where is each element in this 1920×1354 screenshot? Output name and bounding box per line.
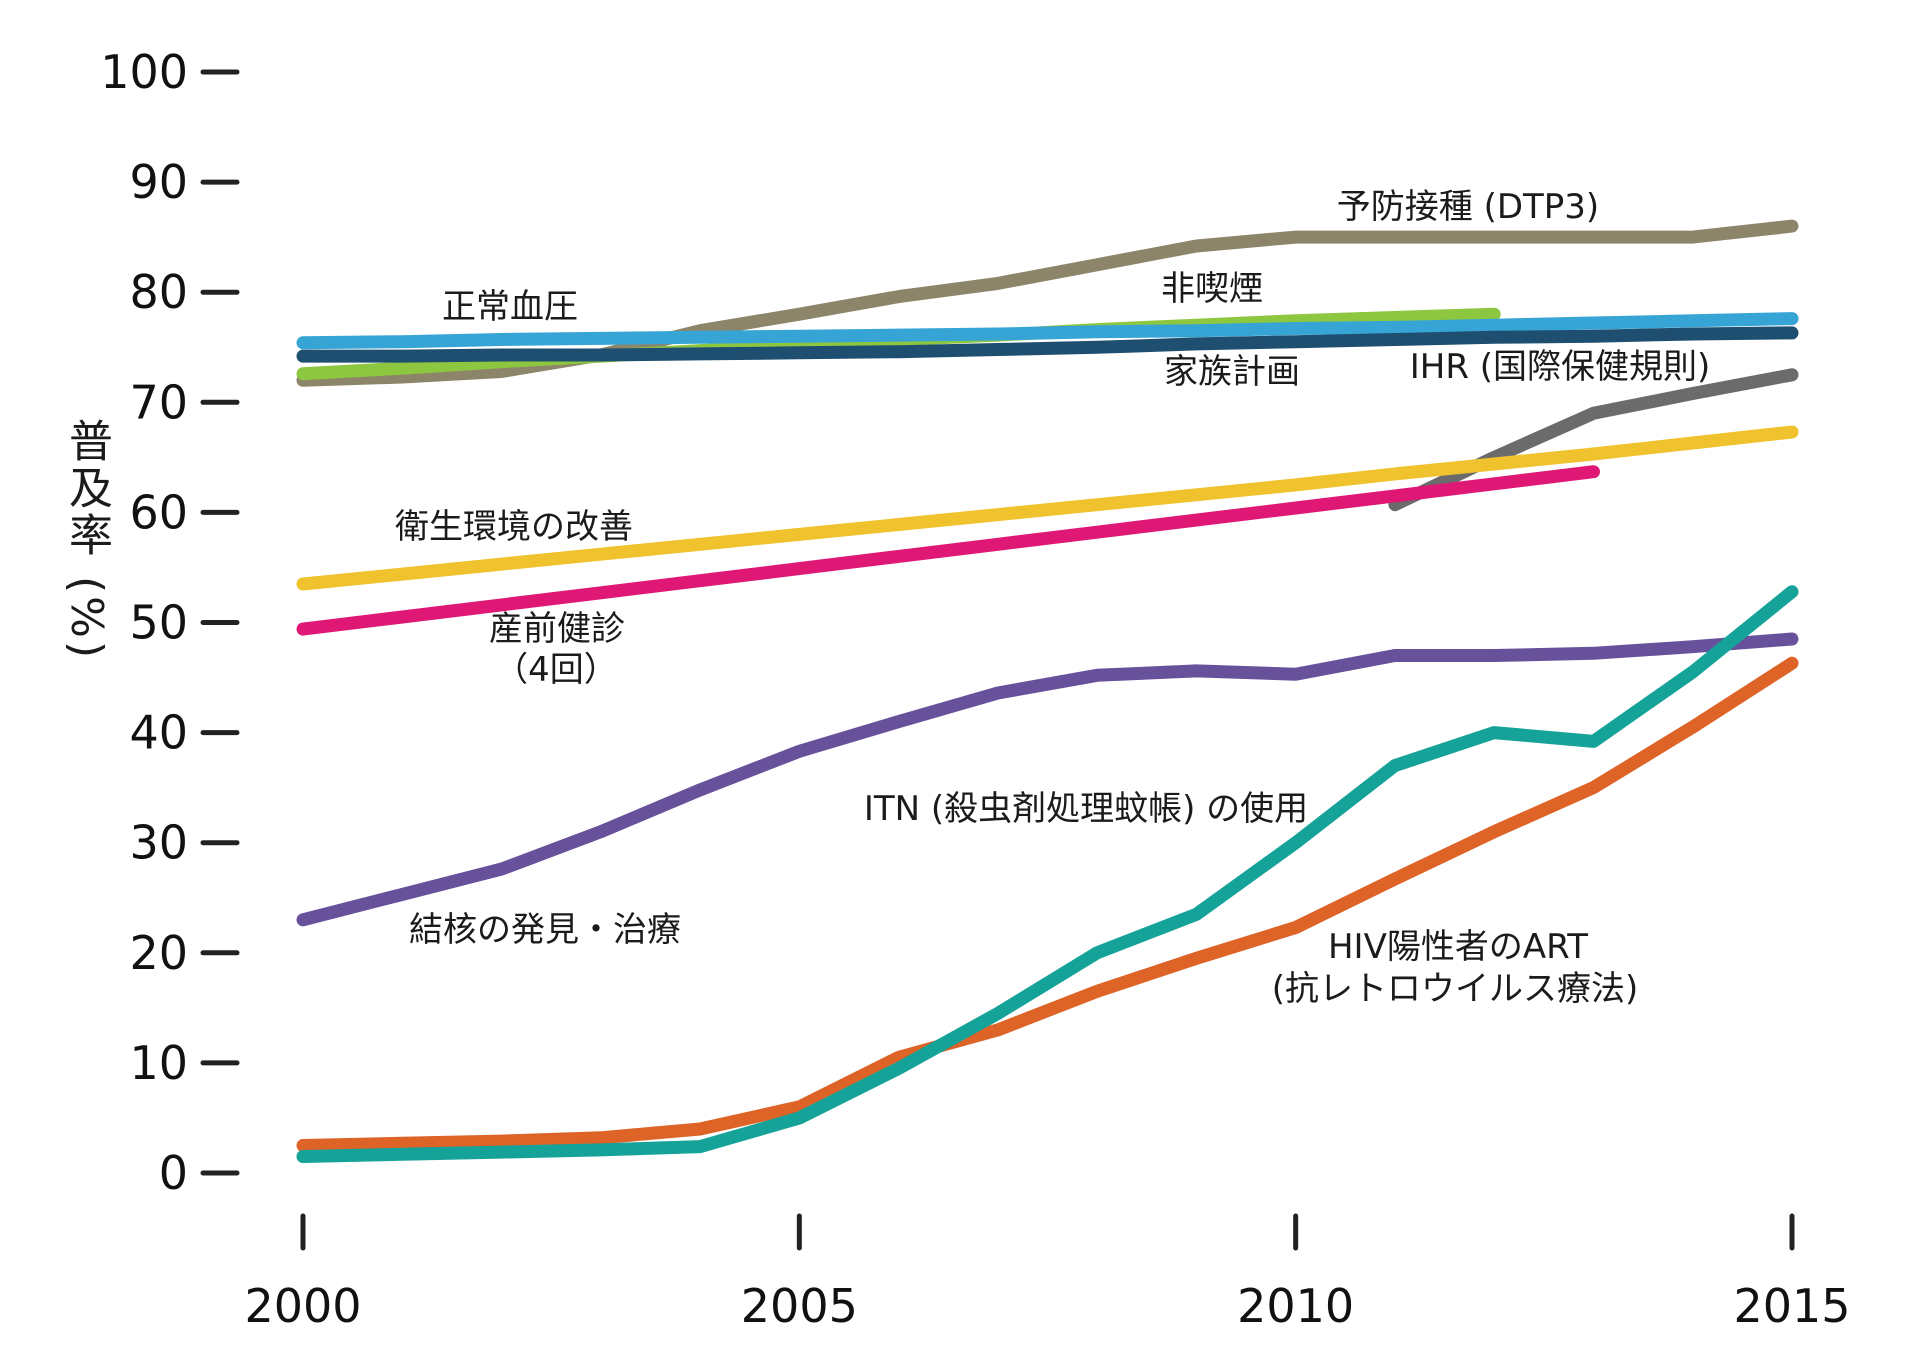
y-tick-label-100: 100 bbox=[100, 45, 188, 99]
series-label-family-planning: 家族計画 bbox=[1164, 352, 1300, 392]
series-label-anc4: 産前健診 bbox=[489, 609, 625, 649]
y-tick-label-10: 10 bbox=[129, 1036, 188, 1090]
y-tick-label-0: 0 bbox=[159, 1146, 188, 1200]
series-line-art bbox=[296, 656, 1799, 1152]
series-line-tb bbox=[296, 632, 1799, 927]
y-tick-label-30: 30 bbox=[129, 816, 188, 870]
series-line-anc4 bbox=[296, 465, 1600, 636]
y-tick-label-50: 50 bbox=[129, 596, 188, 650]
series-line-itn bbox=[296, 585, 1799, 1163]
series-line-normal-bp bbox=[296, 312, 1799, 350]
series-label-ihr: IHR (国際保健規則) bbox=[1410, 347, 1711, 387]
y-tick-label-20: 20 bbox=[129, 926, 188, 980]
series-label-tb: 結核の発見・治療 bbox=[409, 910, 681, 950]
series-label-dtp3: 予防接種 (DTP3) bbox=[1337, 187, 1599, 227]
y-tick-label-60: 60 bbox=[129, 485, 188, 539]
x-tick-label-2015: 2015 bbox=[1733, 1279, 1850, 1333]
series-label-sanitation: 衛生環境の改善 bbox=[395, 507, 633, 547]
y-tick-label-40: 40 bbox=[129, 706, 188, 760]
series-line-family-planning bbox=[296, 326, 1799, 363]
series-label-itn: ITN (殺虫剤処理蚊帳) の使用 bbox=[864, 789, 1308, 829]
series-label-anc4-line2: （4回） bbox=[494, 650, 618, 690]
series-label-normal-bp: 正常血圧 bbox=[442, 287, 578, 327]
series-label-non-smoking: 非喫煙 bbox=[1161, 269, 1263, 309]
y-axis-title: 普及率 (%) bbox=[61, 418, 112, 662]
series-label-art: HIV陽性者のART bbox=[1328, 927, 1588, 967]
axes: 0 10 20 30 40 50 60 70 80 90 100 2000 2005 2010 2015 bbox=[100, 45, 1850, 1333]
series-line-sanitation bbox=[296, 425, 1799, 591]
x-tick-label-2000: 2000 bbox=[244, 1279, 361, 1333]
y-tick-label-70: 70 bbox=[129, 375, 188, 429]
y-tick-label-80: 80 bbox=[129, 265, 188, 319]
x-tick-label-2005: 2005 bbox=[741, 1279, 858, 1333]
series-lines bbox=[296, 219, 1799, 1163]
series-label-art-line2: (抗レトロウイルス療法) bbox=[1272, 969, 1639, 1009]
y-tick-label-90: 90 bbox=[129, 155, 188, 209]
x-tick-label-2010: 2010 bbox=[1237, 1279, 1354, 1333]
